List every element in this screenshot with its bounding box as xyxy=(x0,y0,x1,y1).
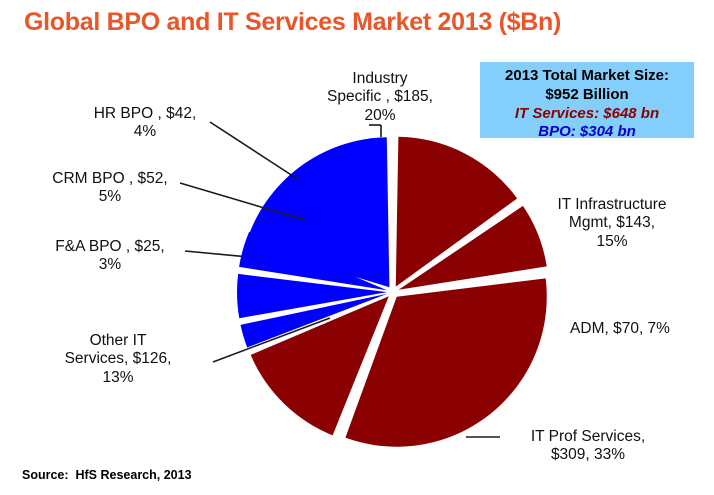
pie-slice xyxy=(250,296,389,436)
pie-slice-label: IT Prof Services, $309, 33% xyxy=(530,428,646,464)
leader-line xyxy=(179,182,306,221)
pie-slice xyxy=(345,278,547,447)
pie-slice-label: IT Infrastructure Mgmt, $143, 15% xyxy=(557,196,667,250)
source-note: Source: HfS Research, 2013 xyxy=(22,468,192,482)
summary-line-total-label: 2013 Total Market Size: xyxy=(505,67,669,84)
pie-slice xyxy=(398,205,547,290)
leader-line xyxy=(209,121,300,181)
pie-slice xyxy=(395,136,518,287)
summary-line-total-value: $952 Billion xyxy=(545,85,629,103)
pie-slice-label: F&A BPO , $25, 3% xyxy=(55,238,165,274)
pie-slice xyxy=(237,273,387,319)
pie-slice-label: Industry Specific , $185, 20% xyxy=(327,70,433,124)
summary-line-bpo: BPO: $304 bn xyxy=(538,123,636,141)
pie-slice xyxy=(239,231,388,291)
summary-line-it-services: IT Services: $648 bn xyxy=(514,104,660,122)
total-market-size-box: 2013 Total Market Size: $952 Billion IT … xyxy=(480,62,694,140)
leader-line xyxy=(212,317,331,363)
pie-slice xyxy=(240,293,388,348)
pie-slice-label: HR BPO , $42, 4% xyxy=(93,105,197,141)
pie-slice-label: ADM, $70, 7% xyxy=(570,320,670,337)
page-title: Global BPO and IT Services Market 2013 (… xyxy=(24,8,561,36)
pie-slice-label: Other IT Services, $126, 13% xyxy=(64,332,172,386)
pie-slice-label: CRM BPO , $52, 5% xyxy=(52,170,168,206)
